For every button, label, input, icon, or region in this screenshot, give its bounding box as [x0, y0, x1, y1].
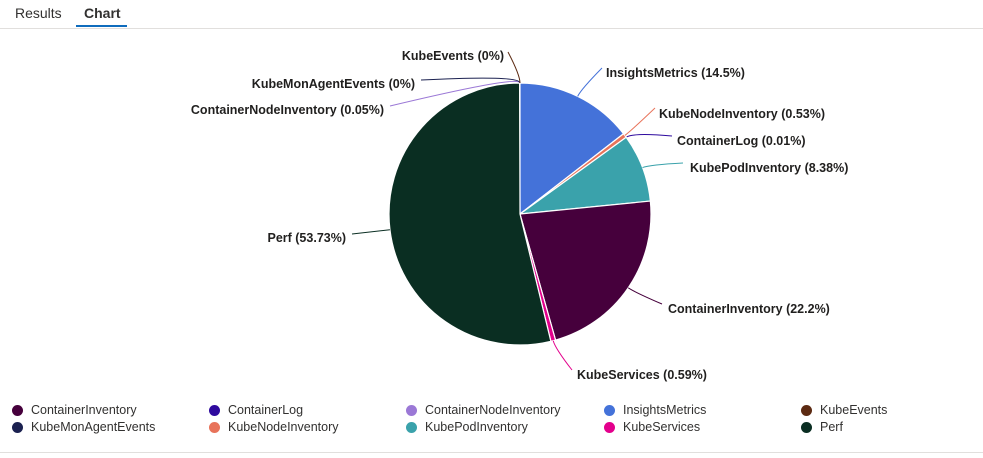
legend-swatch-icon — [406, 421, 417, 433]
legend-label: KubeNodeInventory — [228, 420, 339, 434]
legend-swatch-icon — [604, 404, 615, 416]
slice-label-kube-services: KubeServices (0.59%) — [577, 368, 707, 382]
legend-label: ContainerNodeInventory — [425, 403, 561, 417]
divider — [0, 452, 983, 453]
slice-label-container-node-inventory: ContainerNodeInventory (0.05%) — [191, 103, 384, 117]
legend-item-container-inventory[interactable]: ContainerInventory — [12, 402, 137, 418]
slice-label-kube-events: KubeEvents (0%) — [402, 49, 504, 63]
legend-label: KubeEvents — [820, 403, 888, 417]
tab-bar: Results Chart — [0, 0, 983, 29]
legend-label: KubePodInventory — [425, 420, 528, 434]
slice-label-kube-node-inventory: KubeNodeInventory (0.53%) — [659, 107, 825, 121]
legend-label: Perf — [820, 420, 843, 434]
legend-label: InsightsMetrics — [623, 403, 707, 417]
legend-label: ContainerLog — [228, 403, 304, 417]
leader-line-perf — [351, 229, 391, 235]
pie-slice-perf[interactable] — [388, 82, 552, 346]
legend-item-perf[interactable]: Perf — [801, 419, 843, 435]
legend-swatch-icon — [209, 404, 220, 416]
slice-label-container-inventory: ContainerInventory (22.2%) — [668, 302, 830, 316]
legend-label: ContainerInventory — [31, 403, 137, 417]
legend-swatch-icon — [801, 404, 812, 416]
leader-line-kube-node-inventory — [624, 107, 656, 136]
legend-item-kube-events[interactable]: KubeEvents — [801, 402, 887, 418]
tab-results[interactable]: Results — [15, 5, 62, 21]
leader-line-kube-events — [507, 51, 521, 84]
legend-label: KubeServices — [623, 420, 701, 434]
slice-label-container-log: ContainerLog (0.01%) — [677, 134, 806, 148]
legend-item-container-log[interactable]: ContainerLog — [209, 402, 303, 418]
legend-item-kube-mon-agent-events[interactable]: KubeMonAgentEvents — [12, 419, 155, 435]
chart-legend: ContainerInventory ContainerLog ContainerN… — [0, 400, 983, 440]
legend-swatch-icon — [209, 421, 220, 433]
legend-swatch-icon — [604, 421, 615, 433]
legend-swatch-icon — [406, 404, 417, 416]
leader-line-insights-metrics — [577, 67, 603, 97]
legend-item-kube-services[interactable]: KubeServices — [604, 419, 700, 435]
legend-swatch-icon — [12, 404, 23, 416]
slice-label-perf: Perf (53.73%) — [267, 231, 346, 245]
pie-slice-insights-metrics[interactable] — [519, 82, 625, 216]
leader-line-kube-mon-agent-events — [420, 77, 521, 84]
leader-line-kube-pod-inventory — [642, 162, 684, 169]
slice-label-kube-pod-inventory: KubePodInventory (8.38%) — [690, 161, 848, 175]
pie-chart: InsightsMetrics (14.5%) KubeNodeInventory… — [191, 49, 848, 382]
leader-line-container-log — [625, 134, 673, 138]
legend-item-container-node-inventory[interactable]: ContainerNodeInventory — [406, 402, 561, 418]
legend-swatch-icon — [12, 421, 23, 433]
tab-chart[interactable]: Chart — [84, 5, 121, 21]
slice-label-kube-mon-agent-events: KubeMonAgentEvents (0%) — [252, 77, 415, 91]
leader-line-container-node-inventory — [389, 80, 521, 107]
legend-item-kube-pod-inventory[interactable]: KubePodInventory — [406, 419, 528, 435]
legend-swatch-icon — [801, 421, 812, 433]
active-tab-indicator — [76, 25, 127, 27]
leader-line-container-inventory — [627, 287, 663, 305]
legend-item-insights-metrics[interactable]: InsightsMetrics — [604, 402, 706, 418]
legend-item-kube-node-inventory[interactable]: KubeNodeInventory — [209, 419, 339, 435]
legend-label: KubeMonAgentEvents — [31, 420, 156, 434]
slice-label-insights-metrics: InsightsMetrics (14.5%) — [606, 66, 745, 80]
leader-line-kube-services — [552, 340, 573, 371]
